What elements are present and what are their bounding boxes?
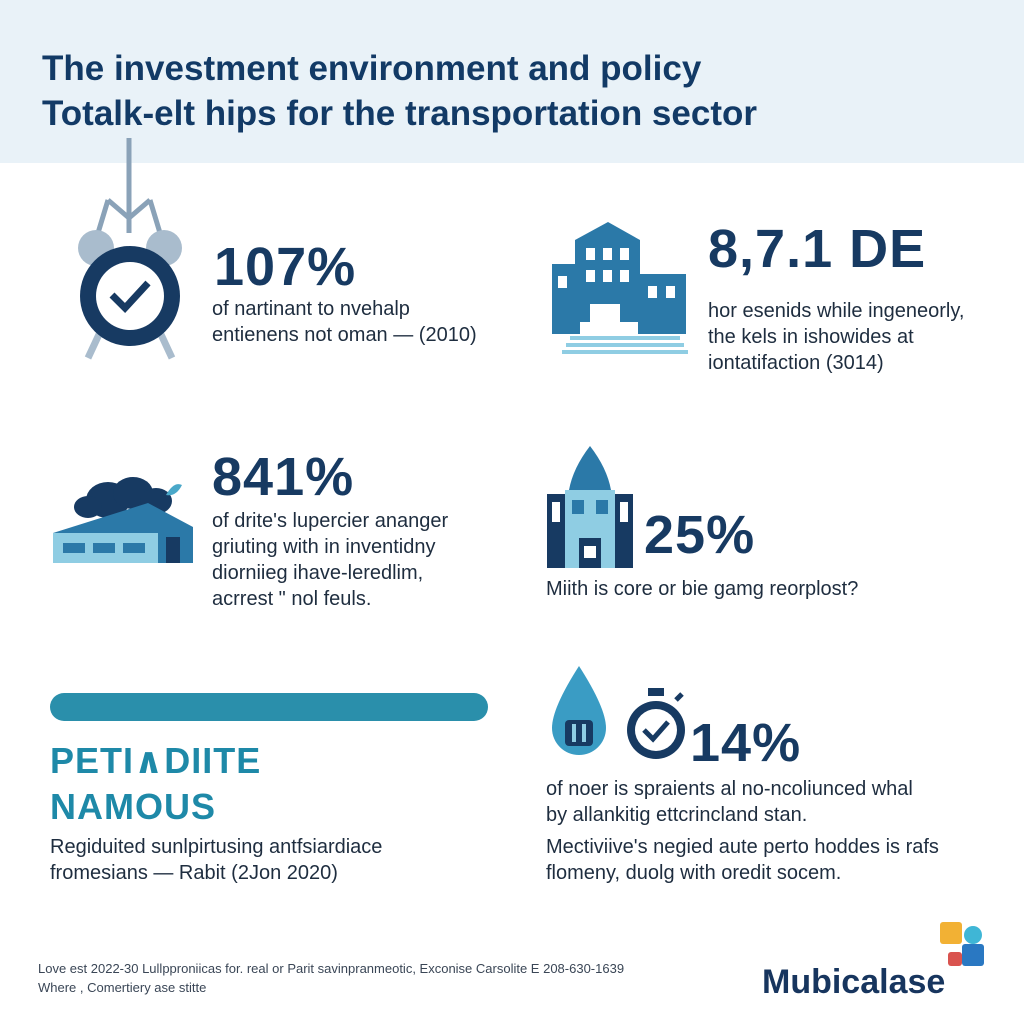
water-drop-icon: [552, 666, 606, 755]
building-icon: [552, 222, 688, 354]
factory-icon: [53, 477, 193, 563]
page-title: The investment environment and policy To…: [42, 46, 757, 136]
stat-desc-5b: Mectiviive's negied aute perto hoddes is…: [546, 834, 939, 886]
footer-line-2: Where , Comertiery ase stitte: [38, 980, 207, 995]
stat-desc-line: the kels in ishowides at: [708, 326, 914, 348]
stat-desc-2: hor esenids while ingeneorly, the kels i…: [708, 298, 964, 376]
stat-desc-line: griuting with in inventidny: [212, 536, 436, 558]
logo-square-red: [948, 952, 962, 966]
stat-desc-line: diorniieg ihave-leredlim,: [212, 562, 424, 584]
stat-desc-4: Miith is core or bie gamg reorplost?: [546, 576, 858, 602]
feature-heading-line-1: PETI∧DIITE: [50, 740, 262, 781]
feature-desc-line: Regiduited sunlpirtusing antfsiardiace: [50, 836, 383, 858]
brand-name: Mubicalase: [762, 963, 946, 1001]
stat-desc-line: entienens not oman — (2010): [212, 324, 477, 346]
stat-desc-line: of noer is spraients al no-ncoliunced wh…: [546, 778, 913, 800]
logo-square-yellow: [940, 922, 962, 944]
feature-desc-line: fromesians — Rabit (2Jon 2020): [50, 862, 338, 884]
dome-building-icon: [547, 446, 633, 568]
logo-mark: [940, 922, 988, 974]
stat-value-1: 107%: [214, 237, 357, 297]
stat-desc-5: of noer is spraients al no-ncoliunced wh…: [546, 776, 913, 828]
stat-value-2: 8,7.1 DE: [708, 219, 927, 279]
title-line-2: Totalk-elt hips for the transportation s…: [42, 94, 757, 133]
stat-desc-line: of drite's lupercier ananger: [212, 510, 449, 532]
footer-line-1: Love est 2022-30 Lullpproniicas for. rea…: [38, 961, 625, 976]
accent-bar: [50, 693, 488, 721]
stat-desc-line: of nartinant to nvehalp: [212, 298, 410, 320]
title-line-1: The investment environment and policy: [42, 49, 702, 88]
stopwatch-icon: [627, 688, 685, 759]
alarm-clock-icon: [78, 138, 182, 360]
stat-desc-3: of drite's lupercier ananger griuting wi…: [212, 508, 448, 612]
stat-desc-line: flomeny, duolg with oredit socem.: [546, 862, 842, 884]
stat-desc-line: iontatifaction (3014): [708, 352, 884, 374]
stat-desc-line: hor esenids while ingeneorly,: [708, 300, 965, 322]
feature-desc: Regiduited sunlpirtusing antfsiardiace f…: [50, 834, 382, 886]
logo-square-blue: [962, 944, 984, 966]
logo-dot-cyan: [964, 926, 982, 944]
feature-heading-line-2: NAMOUS: [50, 786, 216, 827]
header-banner: [0, 0, 1024, 163]
stat-value-4: 25%: [644, 505, 756, 565]
stat-desc-line: by allankitig ettcrincland stan.: [546, 804, 808, 826]
stat-desc-1: of nartinant to nvehalp entienens not om…: [212, 296, 477, 348]
stat-desc-line: Miith is core or bie gamg reorplost?: [546, 578, 859, 600]
stat-desc-line: Mectiviive's negied aute perto hoddes is…: [546, 836, 939, 858]
stat-value-3: 841%: [212, 447, 355, 507]
stat-value-5: 14%: [690, 713, 802, 773]
stat-desc-line: acrrest " nol feuls.: [212, 588, 372, 610]
